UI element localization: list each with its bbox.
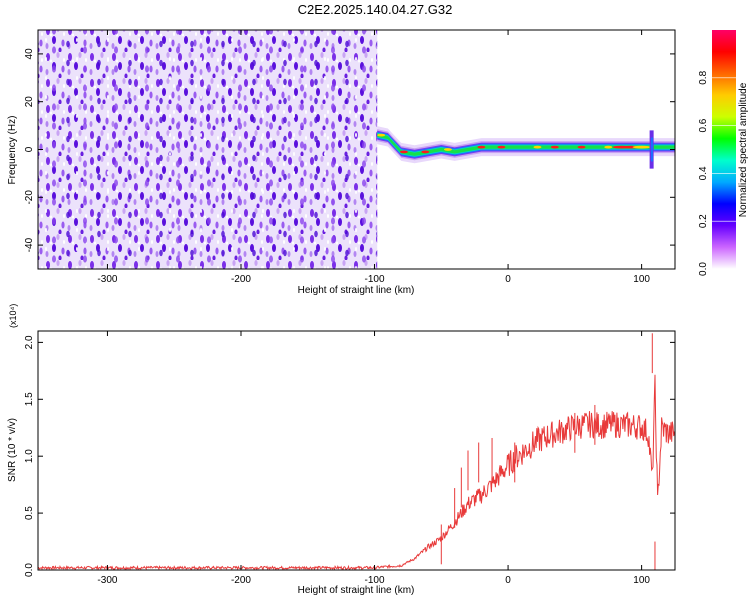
x-tick-label: 100 (633, 274, 650, 285)
signal-hotspot (632, 145, 651, 149)
snr-y-label: SNR (10 * v/v) (7, 418, 18, 482)
signal-hotspot (497, 145, 506, 149)
x-tick-label: 0 (505, 274, 511, 285)
signal-hotspot (421, 150, 430, 154)
y-tick-label: 0 (24, 146, 35, 152)
x-tick-label: 0 (505, 575, 511, 586)
signal-track (377, 126, 675, 169)
signal-hotspot (533, 145, 542, 149)
signal-hotspot (604, 145, 613, 149)
spectrogram-y-axis: -40 -20 0 20 40 (24, 48, 675, 252)
y-tick-label: 1.5 (24, 392, 35, 406)
snr-panel: 0.0 0.5 1.0 1.5 2.0 -300 -200 -100 0 100 Height … (7, 304, 676, 596)
y-tick-label: -20 (24, 190, 35, 205)
snr-spikes (440, 333, 656, 570)
x-tick-label: 100 (633, 575, 650, 586)
colorbar-tick-label: 0.6 (698, 118, 709, 132)
snr-scale-label: (x10⁴) (8, 304, 18, 328)
x-tick-label: -100 (365, 274, 385, 285)
y-tick-label: 1.0 (24, 449, 35, 463)
colorbar-tick-label: 0.2 (698, 214, 709, 228)
colorbar-gradient (712, 30, 736, 269)
x-tick-label: -200 (231, 274, 251, 285)
spectrogram-x-label: Height of straight line (km) (298, 285, 415, 296)
colorbar-tick-label: 0.0 (698, 262, 709, 276)
y-tick-label: 2.0 (24, 335, 35, 349)
snr-x-axis: -300 -200 -100 0 100 (97, 331, 650, 586)
snr-y-axis: 0.0 0.5 1.0 1.5 2.0 (24, 335, 675, 577)
colorbar-tick-label: 0.4 (698, 166, 709, 180)
snr-series-line (38, 374, 675, 570)
y-tick-label: 20 (24, 96, 35, 108)
signal-disturbance-core (650, 137, 653, 162)
x-tick-label: -300 (97, 575, 117, 586)
y-tick-label: -40 (24, 237, 35, 252)
signal-hotspot (399, 150, 408, 154)
x-tick-label: -300 (97, 274, 117, 285)
chart-title: C2E2.2025.140.04.27.G32 (298, 2, 453, 17)
x-tick-label: -100 (365, 575, 385, 586)
signal-hotspot (443, 148, 452, 151)
snr-x-label: Height of straight line (km) (298, 585, 415, 596)
spectrogram-x-axis: -300 -200 -100 0 100 (97, 30, 650, 285)
colorbar-ticks: 0.0 0.2 0.4 0.6 0.8 (698, 70, 736, 276)
signal-hotspot (577, 145, 586, 149)
y-tick-label: 0.5 (24, 506, 35, 520)
snr-frame (37, 330, 676, 571)
signal-hotspot (550, 145, 559, 149)
spectrogram-y-label: Frequency (Hz) (7, 116, 18, 185)
y-tick-label: 40 (24, 48, 35, 60)
x-tick-label: -200 (231, 575, 251, 586)
signal-hotspot (377, 133, 386, 137)
signal-hotspot (477, 145, 486, 149)
colorbar-tick-label: 0.8 (698, 70, 709, 84)
noise-region-overlay (38, 30, 378, 269)
colorbar: 0.0 0.2 0.4 0.6 0.8 Normalized spectral ampl… (698, 30, 749, 276)
signal-band-5 (377, 133, 675, 156)
colorbar-label: Normalized spectral amplitude (738, 82, 749, 217)
y-tick-label: 0.0 (24, 563, 35, 577)
